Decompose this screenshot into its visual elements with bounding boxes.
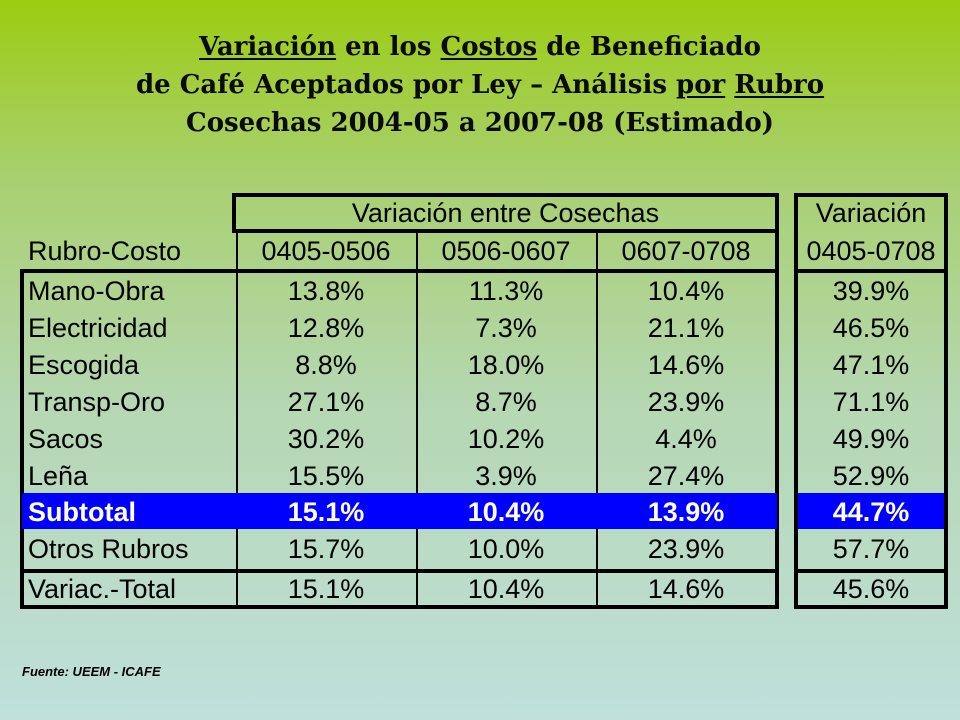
cell-le-a-0405-0506: 15.5% <box>287 461 365 491</box>
cell-otros-rubros-0405-0506: 15.7% <box>287 534 365 564</box>
row-label-transp-oro: Transp-Oro <box>28 387 166 417</box>
cell-transp-oro-0607-0708: 23.9% <box>647 387 725 417</box>
cell-sacos-0405-0708: 49.9% <box>832 424 910 454</box>
cell-otros-rubros-0607-0708: 23.9% <box>647 534 725 564</box>
title-line-2: de Café Aceptados por Ley – Análisis por… <box>135 70 825 100</box>
header-separator-right <box>794 269 948 273</box>
cell-electricidad-0607-0708: 21.1% <box>647 313 725 343</box>
column-header-rubro: Rubro-Costo <box>28 236 182 266</box>
cell-sacos-0405-0506: 30.2% <box>287 424 365 454</box>
side-block-frame <box>794 193 948 609</box>
row-label-otros-rubros: Otros Rubros <box>28 534 189 564</box>
column-header-0506-0607: 0506-0607 <box>441 236 571 266</box>
subtotal-highlight-band <box>22 493 777 529</box>
group-header-box <box>232 193 779 233</box>
source-note: Fuente: UEEM - ICAFE <box>22 664 161 679</box>
cell-escogida-0405-0708: 47.1% <box>832 350 910 380</box>
cell-mano-obra-0405-0506: 13.8% <box>287 276 365 306</box>
page-title: Variación en los Costos de Beneficiado d… <box>0 28 960 142</box>
border-left <box>20 269 24 609</box>
total-separator-right <box>794 569 948 573</box>
cell-transp-oro-0506-0607: 8.7% <box>475 387 537 417</box>
row-label-subtotal: Subtotal <box>28 497 136 527</box>
column-header-0405-0506: 0405-0506 <box>261 236 391 266</box>
cell-subtotal-0405-0708: 44.7% <box>832 497 910 527</box>
group-header-main: Variación entre Cosechas <box>351 198 660 228</box>
row-label-electricidad: Electricidad <box>28 313 168 343</box>
row-label-sacos: Sacos <box>28 424 104 454</box>
header-separator-left <box>20 269 779 273</box>
cell-otros-rubros-0405-0708: 57.7% <box>832 534 910 564</box>
group-header-side: Variación <box>815 198 927 228</box>
cell-variac-total-0405-0708: 45.6% <box>832 574 910 604</box>
cell-otros-rubros-0506-0607: 10.0% <box>467 534 545 564</box>
cell-electricidad-0405-0708: 46.5% <box>832 313 910 343</box>
cell-le-a-0405-0708: 52.9% <box>832 461 910 491</box>
cell-mano-obra-0506-0607: 11.3% <box>468 276 544 306</box>
column-header-0405-0708: 0405-0708 <box>806 236 936 266</box>
cell-mano-obra-0405-0708: 39.9% <box>832 276 910 306</box>
cell-sacos-0607-0708: 4.4% <box>655 424 717 454</box>
cell-mano-obra-0607-0708: 10.4% <box>647 276 725 306</box>
row-label-le-a: Leña <box>28 461 89 491</box>
col-divider-3 <box>596 233 598 609</box>
cell-transp-oro-0405-0506: 27.1% <box>287 387 365 417</box>
cell-subtotal-0405-0506: 15.1% <box>287 497 365 527</box>
cell-electricidad-0405-0506: 12.8% <box>287 313 365 343</box>
cell-variac-total-0506-0607: 10.4% <box>467 574 545 604</box>
cell-escogida-0405-0506: 8.8% <box>295 350 357 380</box>
cell-transp-oro-0405-0708: 71.1% <box>832 387 910 417</box>
col-divider-2 <box>416 233 418 609</box>
title-line-1: Variación en los Costos de Beneficiado <box>199 32 761 62</box>
title-line-3: Cosechas 2004-05 a 2007-08 (Estimado) <box>186 108 774 138</box>
col-divider-1 <box>236 233 238 609</box>
subtotal-highlight-band-side <box>798 493 944 529</box>
cell-subtotal-0506-0607: 10.4% <box>467 497 545 527</box>
column-header-0607-0708: 0607-0708 <box>621 236 751 266</box>
cell-le-a-0506-0607: 3.9% <box>475 461 537 491</box>
cell-escogida-0506-0607: 18.0% <box>467 350 545 380</box>
cell-variac-total-0405-0506: 15.1% <box>287 574 365 604</box>
cell-escogida-0607-0708: 14.6% <box>647 350 725 380</box>
row-label-escogida: Escogida <box>28 350 140 380</box>
cell-le-a-0607-0708: 27.4% <box>647 461 725 491</box>
cell-variac-total-0607-0708: 14.6% <box>647 574 725 604</box>
cell-electricidad-0506-0607: 7.3% <box>475 313 537 343</box>
cell-sacos-0506-0607: 10.2% <box>467 424 545 454</box>
row-label-mano-obra: Mano-Obra <box>28 276 165 306</box>
row-label-variac-total: Variac.-Total <box>28 574 177 604</box>
cell-subtotal-0607-0708: 13.9% <box>647 497 725 527</box>
border-right <box>775 233 779 609</box>
